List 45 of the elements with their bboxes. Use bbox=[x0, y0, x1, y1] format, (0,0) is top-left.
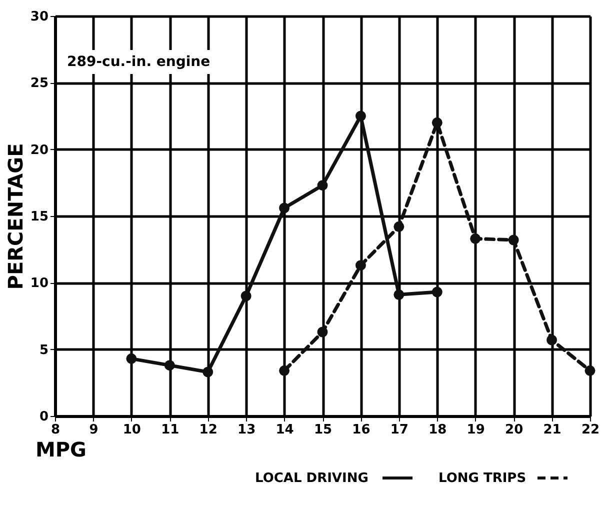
x-tick-label: 18 bbox=[428, 422, 447, 438]
legend-label: LONG TRIPS bbox=[438, 471, 526, 486]
point bbox=[317, 180, 328, 191]
point bbox=[432, 286, 442, 298]
y-tick-label: 20 bbox=[30, 142, 48, 158]
x-tick-label: 20 bbox=[505, 422, 524, 438]
point bbox=[202, 366, 214, 378]
point bbox=[508, 234, 519, 246]
point bbox=[279, 202, 290, 214]
x-tick-label: 11 bbox=[161, 422, 180, 438]
x-axis-title: MPG bbox=[36, 438, 86, 462]
point bbox=[240, 290, 252, 302]
y-tick-label: 5 bbox=[39, 342, 48, 358]
x-tick-label: 22 bbox=[581, 422, 600, 438]
x-tick-label: 8 bbox=[50, 422, 60, 438]
point bbox=[317, 326, 328, 338]
y-tick-label: 25 bbox=[30, 76, 48, 92]
x-tick-label: 10 bbox=[122, 422, 141, 438]
x-tick-label: 12 bbox=[199, 422, 218, 438]
y-tick-label: 15 bbox=[30, 210, 48, 224]
point bbox=[394, 289, 404, 300]
x-tick-label: 13 bbox=[238, 422, 256, 438]
x-tick-label: 9 bbox=[89, 422, 98, 438]
point bbox=[432, 117, 442, 128]
point bbox=[279, 365, 290, 376]
legend-label: LOCAL DRIVING bbox=[255, 471, 368, 486]
point bbox=[355, 260, 366, 271]
point bbox=[394, 221, 404, 232]
x-tick-label: 17 bbox=[390, 422, 408, 438]
point bbox=[584, 365, 596, 376]
point bbox=[546, 334, 558, 346]
point bbox=[355, 110, 366, 122]
point bbox=[164, 360, 175, 371]
y-tick-label: 30 bbox=[30, 10, 48, 24]
y-tick-label: 10 bbox=[30, 276, 48, 292]
point bbox=[126, 353, 137, 364]
x-tick-label: 19 bbox=[466, 422, 485, 438]
y-tick-label: 0 bbox=[39, 410, 48, 424]
x-tick-label: 15 bbox=[314, 422, 332, 438]
annotation: 289-cu.-in. engine bbox=[67, 54, 210, 70]
x-tick-label: 21 bbox=[543, 422, 562, 438]
y-axis-title: PERCENTAGE bbox=[3, 143, 28, 290]
x-tick-label: 16 bbox=[352, 422, 370, 438]
point bbox=[470, 233, 481, 244]
x-tick-label: 14 bbox=[276, 422, 294, 438]
